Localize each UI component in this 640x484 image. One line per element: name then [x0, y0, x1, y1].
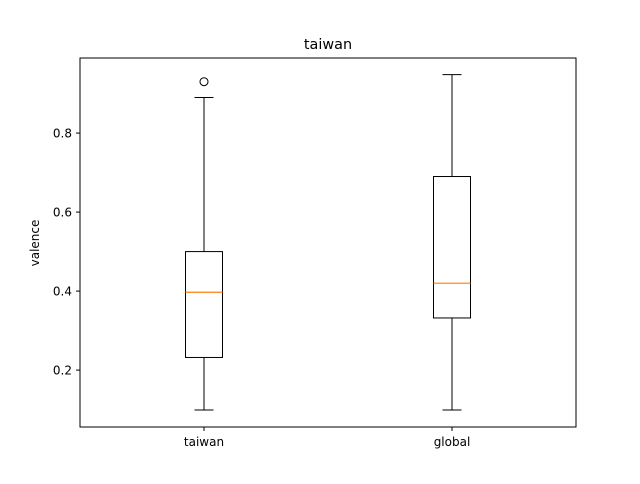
y-tick-label: 0.8	[53, 127, 72, 141]
x-tick-label: global	[434, 435, 471, 449]
box-iqr	[433, 176, 471, 319]
axes-frame	[79, 57, 577, 428]
chart-title: taiwan	[304, 37, 352, 53]
y-tick-label: 0.4	[53, 285, 72, 299]
y-tick-label: 0.6	[53, 206, 72, 220]
y-tick-label: 0.2	[53, 364, 72, 378]
plot-area: 0.2 0.4 0.6 0.8 taiwan global	[53, 57, 577, 449]
outlier-point	[199, 77, 209, 87]
y-axis-label: valence	[28, 220, 42, 267]
box-iqr	[185, 251, 223, 358]
x-tick-label: taiwan	[184, 435, 224, 449]
